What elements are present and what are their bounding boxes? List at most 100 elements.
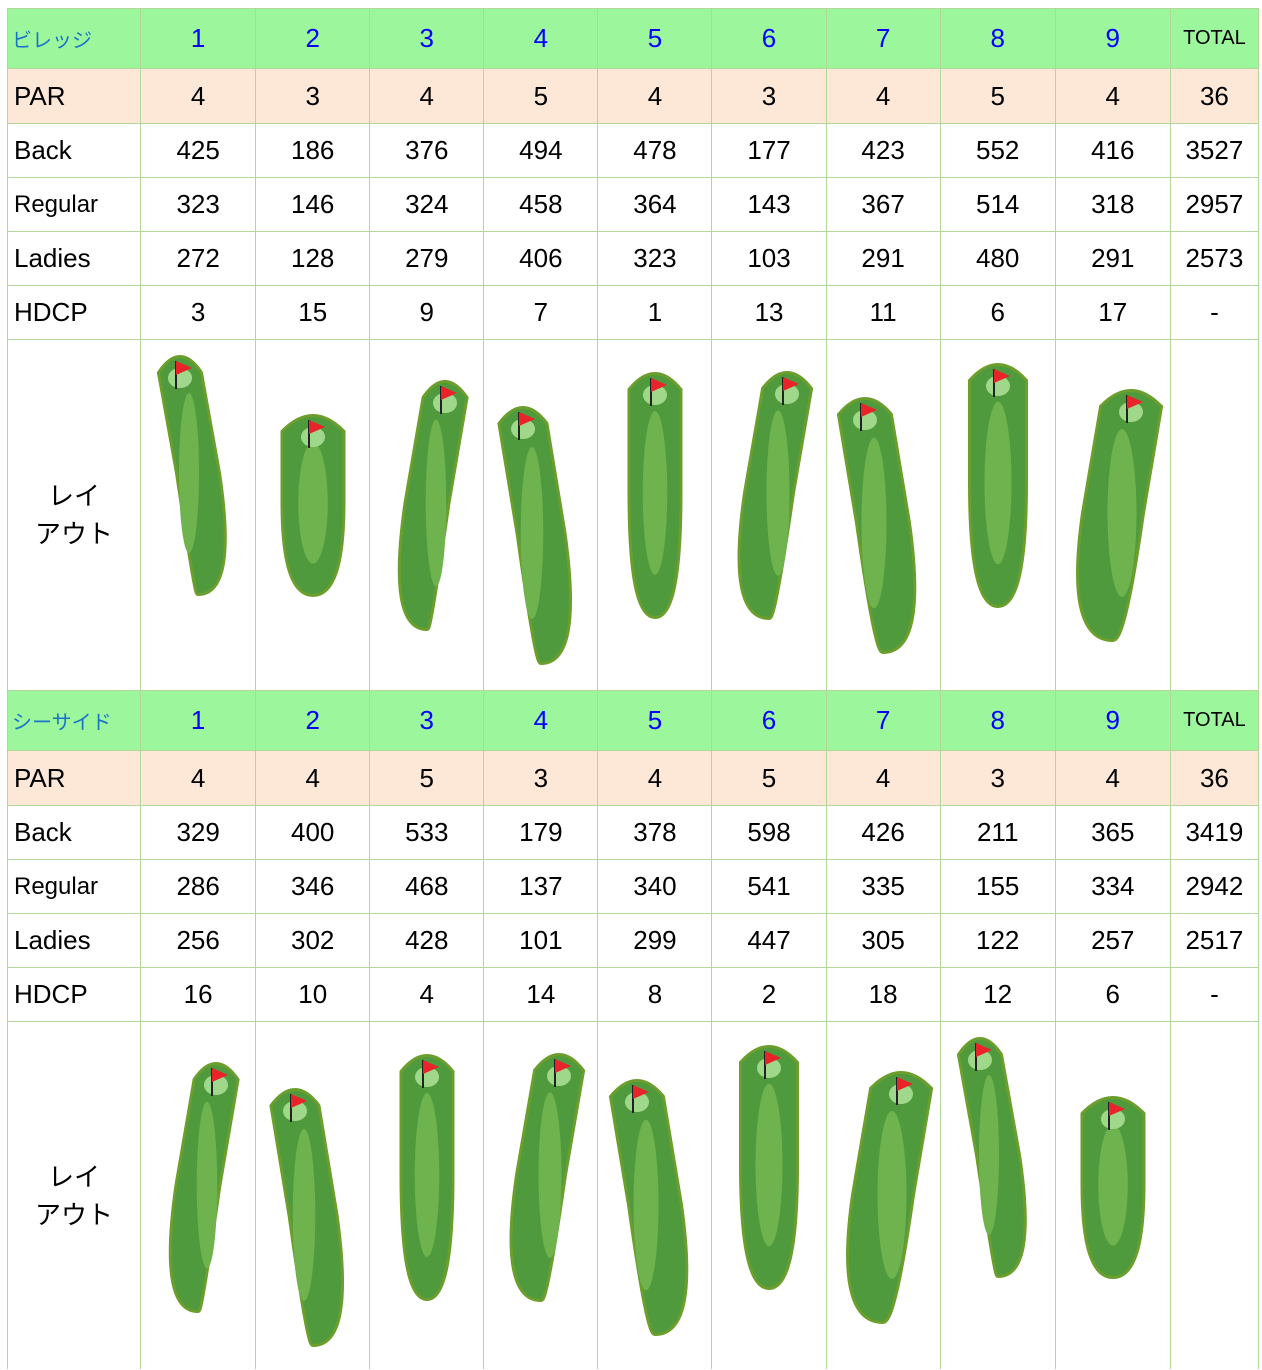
hole-table: シーサイド 1 2 3 4 5 6 7 8 9 TOTAL PAR 4 4 5 3 4 5 4 3 4 36 Back 329… xyxy=(6,690,1260,1369)
row-label: HDCP xyxy=(6,285,142,340)
stat-cell: 5 xyxy=(711,750,827,806)
hole-number: 9 xyxy=(1054,8,1171,69)
stat-cell: 346 xyxy=(255,859,371,914)
stat-cell: 256 xyxy=(140,913,257,968)
stat-row: Back 329 400 533 179 378 598 426 211 365 3419 xyxy=(6,805,1260,860)
stat-cell: 400 xyxy=(255,805,371,860)
stat-cell: 541 xyxy=(711,859,827,914)
stat-cell: 3 xyxy=(140,285,257,340)
row-label: Back xyxy=(6,123,142,178)
row-label: PAR xyxy=(6,750,142,806)
stat-cell: 458 xyxy=(483,177,599,232)
stat-cell: 15 xyxy=(255,285,371,340)
stat-cell: 318 xyxy=(1054,177,1171,232)
stat-cell: 425 xyxy=(140,123,257,178)
stat-cell: 6 xyxy=(1054,967,1171,1022)
stat-cell: 291 xyxy=(825,231,941,286)
hole-map xyxy=(497,405,572,665)
stat-cell: 4 xyxy=(369,967,485,1022)
stat-cell: 494 xyxy=(483,123,599,178)
stat-cell: 101 xyxy=(483,913,599,968)
layout-cell xyxy=(939,1021,1056,1369)
stat-cell: 155 xyxy=(939,859,1056,914)
hole-map xyxy=(399,1053,455,1301)
stat-cell: 4 xyxy=(597,68,713,124)
total-cell: 3527 xyxy=(1169,123,1260,178)
stat-cell: 423 xyxy=(825,123,941,178)
stat-cell: 291 xyxy=(1054,231,1171,286)
hole-number: 1 xyxy=(140,8,257,69)
stat-cell: 378 xyxy=(597,805,713,860)
layout-cell xyxy=(939,339,1056,690)
stat-cell: 468 xyxy=(369,859,485,914)
stat-cell: 4 xyxy=(369,68,485,124)
scorecard: ビレッジ 1 2 3 4 5 6 7 8 9 TOTAL PAR 4 3 4 5 4 3 4 5 4 36 Back 425 1… xyxy=(6,8,1260,1369)
row-label: Regular xyxy=(6,177,142,232)
stat-row: Ladies 272 128 279 406 323 103 291 480 291 2573 xyxy=(6,231,1260,286)
stat-cell: 2 xyxy=(711,967,827,1022)
stat-cell: 367 xyxy=(825,177,941,232)
stat-cell: 17 xyxy=(1054,285,1171,340)
hole-map xyxy=(846,1070,934,1324)
stat-cell: 272 xyxy=(140,231,257,286)
stat-cell: 4 xyxy=(1054,750,1171,806)
stat-cell: 10 xyxy=(255,967,371,1022)
layout-label: レイ アウト xyxy=(6,339,142,690)
stat-cell: 143 xyxy=(711,177,827,232)
stat-cell: 426 xyxy=(825,805,941,860)
hole-number: 5 xyxy=(597,690,713,751)
stat-row: HDCP 16 10 4 14 8 2 18 12 6- xyxy=(6,967,1260,1022)
stat-cell: 3 xyxy=(255,68,371,124)
total-cell: 2573 xyxy=(1169,231,1260,286)
total-cell: - xyxy=(1169,967,1260,1022)
stat-cell: 7 xyxy=(483,285,599,340)
stat-cell: 3 xyxy=(711,68,827,124)
hole-map xyxy=(269,1087,344,1347)
stat-cell: 14 xyxy=(483,967,599,1022)
hole-number: 7 xyxy=(825,8,941,69)
stat-cell: 334 xyxy=(1054,859,1171,914)
stat-cell: 305 xyxy=(825,913,941,968)
total-header: TOTAL xyxy=(1169,8,1260,69)
row-label: PAR xyxy=(6,68,142,124)
layout-cell xyxy=(255,1021,371,1369)
hole-map xyxy=(156,354,227,596)
stat-cell: 179 xyxy=(483,805,599,860)
stat-cell: 1 xyxy=(597,285,713,340)
hole-number: 8 xyxy=(939,690,1056,751)
hole-number: 6 xyxy=(711,690,827,751)
stat-cell: 406 xyxy=(483,231,599,286)
stat-cell: 177 xyxy=(711,123,827,178)
stat-cell: 279 xyxy=(369,231,485,286)
stat-cell: 323 xyxy=(140,177,257,232)
hole-map xyxy=(737,370,814,620)
stat-cell: 324 xyxy=(369,177,485,232)
row-label: Ladies xyxy=(6,913,142,968)
layout-row: レイ アウト xyxy=(6,339,1260,690)
stat-cell: 5 xyxy=(939,68,1056,124)
layout-empty xyxy=(1169,339,1260,690)
total-cell: 36 xyxy=(1169,750,1260,806)
hole-number: 9 xyxy=(1054,690,1171,751)
stat-cell: 364 xyxy=(597,177,713,232)
course-name: ビレッジ xyxy=(6,8,142,69)
stat-cell: 12 xyxy=(939,967,1056,1022)
stat-row: Regular 286 346 468 137 340 541 335 155 334 2942 xyxy=(6,859,1260,914)
stat-cell: 4 xyxy=(825,750,941,806)
hole-map xyxy=(280,413,346,597)
hole-number: 8 xyxy=(939,8,1056,69)
stat-cell: 146 xyxy=(255,177,371,232)
layout-cell xyxy=(140,1021,257,1369)
total-cell: 3419 xyxy=(1169,805,1260,860)
stat-row: Ladies 256 302 428 101 299 447 305 122 257 2517 xyxy=(6,913,1260,968)
stat-cell: 257 xyxy=(1054,913,1171,968)
stat-cell: 4 xyxy=(825,68,941,124)
stat-cell: 478 xyxy=(597,123,713,178)
stat-cell: 533 xyxy=(369,805,485,860)
hole-number: 3 xyxy=(369,690,485,751)
layout-cell xyxy=(825,339,941,690)
total-cell: - xyxy=(1169,285,1260,340)
hole-number: 4 xyxy=(483,690,599,751)
header-row: ビレッジ 1 2 3 4 5 6 7 8 9 TOTAL xyxy=(6,8,1260,69)
stat-cell: 128 xyxy=(255,231,371,286)
